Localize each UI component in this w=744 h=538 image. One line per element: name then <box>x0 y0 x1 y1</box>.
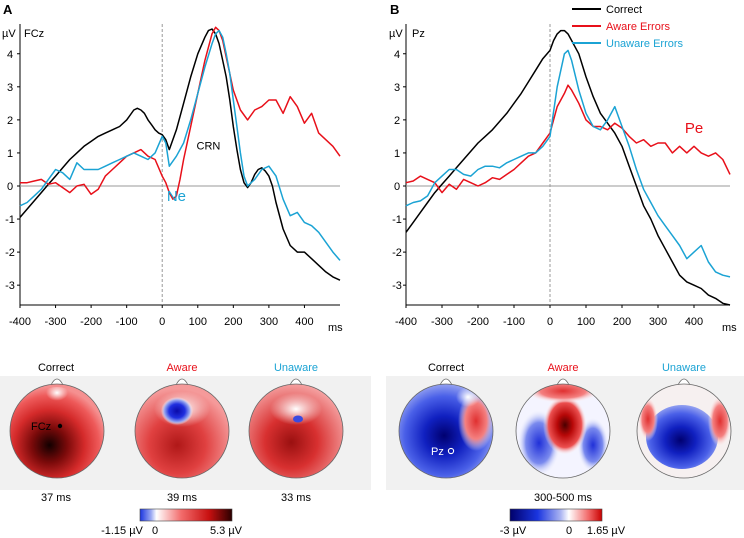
panel-a-axis: 4 3 2 1 0 -1 -2 -3 -400 -300 -200 -100 0 100 200 300 400 <box>5 24 340 328</box>
head-nose-shape <box>439 378 453 386</box>
panel-b-axis: 4 3 2 1 0 -1 -2 -3 -400 -300 -200 -100 0 100 200 300 400 <box>392 24 730 328</box>
y-tick-label: -3 <box>392 280 402 292</box>
x-tick-label: -400 <box>9 316 31 328</box>
topomap-a-unaware-title: Unaware <box>274 362 318 374</box>
x-tick-label: 400 <box>685 316 703 328</box>
x-tick-label: 100 <box>577 316 595 328</box>
legend-label-unaware: Unaware Errors <box>606 38 684 50</box>
x-tick-label: -100 <box>116 316 138 328</box>
y-tick-label: -2 <box>5 247 15 259</box>
y-tick-label: 3 <box>7 82 13 94</box>
x-tick-label: 400 <box>295 316 313 328</box>
topomap-a-aware <box>134 378 230 479</box>
series-line-aware-errors <box>20 26 341 200</box>
topomap-a-correct: FCz <box>9 378 105 479</box>
head-nose-shape <box>175 378 189 386</box>
series-line-aware-errors <box>405 84 731 194</box>
topomap-b-correct: Pz <box>398 378 494 479</box>
panel-b-ylabel: µV <box>389 28 403 40</box>
topomap-a-correct-title: Correct <box>38 362 74 374</box>
series-line-correct <box>19 28 341 281</box>
y-tick-label: 3 <box>394 82 400 94</box>
x-tick-label: -400 <box>395 316 417 328</box>
x-tick-label: 200 <box>224 316 242 328</box>
y-tick-label: 1 <box>394 148 400 160</box>
x-tick-label: -300 <box>45 316 67 328</box>
x-tick-label: -200 <box>80 316 102 328</box>
topomap-a-unaware-time: 33 ms <box>281 492 311 504</box>
x-tick-label: 100 <box>189 316 207 328</box>
annotation-pe: Pe <box>685 120 703 137</box>
y-tick-label: 2 <box>7 115 13 127</box>
y-tick-label: 4 <box>7 49 13 61</box>
panel-a-xlabel: ms <box>328 322 343 334</box>
y-tick-label: 0 <box>394 181 400 193</box>
y-tick-label: -3 <box>5 280 15 292</box>
annotation-crn: CRN <box>197 141 221 153</box>
y-tick-label: 0 <box>7 181 13 193</box>
electrode-fcz-marker <box>57 423 63 429</box>
y-tick-label: -1 <box>5 214 15 226</box>
electrode-pz-marker <box>447 447 455 455</box>
colorbar-b-zero-label: 0 <box>566 525 572 537</box>
y-tick-label: 1 <box>7 148 13 160</box>
topomap-a-unaware <box>248 378 344 479</box>
electrode-pz-label: Pz <box>431 446 444 458</box>
panel-b-series <box>405 29 731 306</box>
colorbar-b-max-label: 1.65 µV <box>587 525 626 537</box>
panel-b-annotations: Pe <box>685 120 703 137</box>
series-line-correct <box>405 29 731 306</box>
legend-label-correct: Correct <box>606 4 642 16</box>
electrode-fcz-label: FCz <box>31 421 51 433</box>
topomap-b-time: 300-500 ms <box>534 492 593 504</box>
x-tick-label: -300 <box>431 316 453 328</box>
colorbar-b <box>509 508 603 522</box>
panel-a-annotations: CRN Ne <box>167 141 221 205</box>
x-tick-label: -200 <box>467 316 489 328</box>
panel-b-channel: Pz <box>412 28 425 40</box>
colorbar-b-min-label: -3 µV <box>500 525 527 537</box>
x-tick-label: 200 <box>613 316 631 328</box>
x-tick-label: -100 <box>503 316 525 328</box>
panel-a-label: A <box>3 2 13 17</box>
panel-a-ylabel: µV <box>2 28 16 40</box>
y-tick-label: -2 <box>392 247 402 259</box>
y-tick-label: -1 <box>392 214 402 226</box>
colorbar-a-min-label: -1.15 µV <box>101 525 143 537</box>
colorbar-a <box>139 508 233 522</box>
x-tick-label: 300 <box>260 316 278 328</box>
topomap-b-aware-title: Aware <box>548 362 579 374</box>
topomap-b-correct-title: Correct <box>428 362 464 374</box>
panel-a-channel: FCz <box>24 28 44 40</box>
annotation-ne: Ne <box>167 188 186 205</box>
series-line-unaware-errors <box>19 29 341 261</box>
series-line-unaware-errors <box>405 49 731 278</box>
topomap-b-unaware <box>636 378 732 479</box>
topomap-a-aware-title: Aware <box>167 362 198 374</box>
x-tick-label: 0 <box>159 316 165 328</box>
panel-b-label: B <box>390 2 399 17</box>
head-nose-shape <box>677 378 691 386</box>
head-nose-shape <box>289 378 303 386</box>
x-tick-label: 0 <box>547 316 553 328</box>
topomap-a-aware-time: 39 ms <box>167 492 197 504</box>
colorbar-a-max-label: 5.3 µV <box>210 525 243 537</box>
x-tick-label: 300 <box>649 316 667 328</box>
panel-b-xlabel: ms <box>722 322 737 334</box>
panel-a-series <box>19 26 341 281</box>
y-tick-label: 2 <box>394 115 400 127</box>
head-nose-shape <box>556 378 570 386</box>
head-nose-shape <box>50 378 64 386</box>
legend: Correct Aware Errors Unaware Errors <box>572 4 684 50</box>
legend-label-aware: Aware Errors <box>606 21 670 33</box>
topomap-b-unaware-title: Unaware <box>662 362 706 374</box>
y-tick-label: 4 <box>394 49 400 61</box>
colorbar-a-zero-label: 0 <box>152 525 158 537</box>
topomap-a-correct-time: 37 ms <box>41 492 71 504</box>
